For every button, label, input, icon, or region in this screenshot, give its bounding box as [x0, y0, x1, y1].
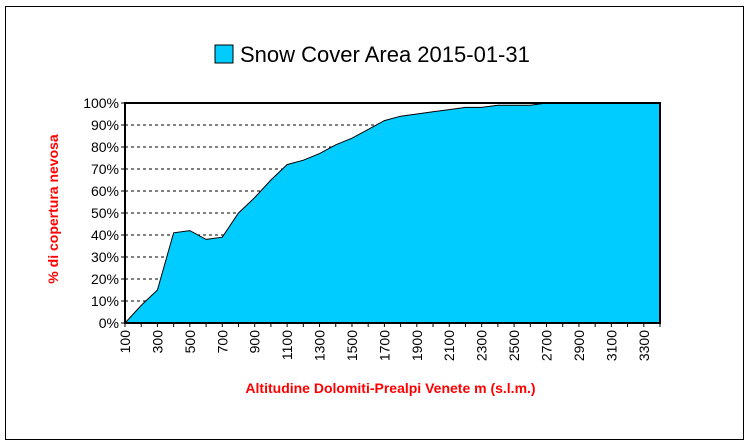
y-tick-label: 90% — [91, 117, 119, 133]
x-tick-label: 2900 — [571, 330, 587, 361]
y-tick-label: 10% — [91, 293, 119, 309]
legend: Snow Cover Area 2015-01-31 — [214, 42, 530, 67]
y-axis-title: % di copertura nevosa — [45, 134, 61, 284]
x-tick-label: 900 — [247, 330, 263, 354]
y-tick-label: 0% — [99, 315, 119, 331]
y-tick-label: 20% — [91, 271, 119, 287]
y-tick-label: 30% — [91, 249, 119, 265]
x-tick-label: 1700 — [376, 330, 392, 361]
y-tick-label: 50% — [91, 205, 119, 221]
legend-swatch — [214, 44, 234, 64]
x-axis-ticks: 100 300 500 700 900 1100 1300 1500 1700 1900 2100 2… — [117, 323, 661, 361]
x-tick-label: 1500 — [344, 330, 360, 361]
x-tick-label: 300 — [149, 330, 165, 354]
y-axis-ticks: 0% 10% 20% 30% 40% 50% 60% 70% 80% 90% 100% — [83, 95, 125, 331]
x-tick-label: 3300 — [636, 330, 652, 361]
x-tick-label: 700 — [214, 330, 230, 354]
legend-label: Snow Cover Area 2015-01-31 — [240, 42, 530, 67]
x-tick-label: 3100 — [603, 330, 619, 361]
x-tick-label: 2100 — [441, 330, 457, 361]
y-tick-label: 40% — [91, 227, 119, 243]
y-tick-label: 80% — [91, 139, 119, 155]
y-tick-label: 100% — [83, 95, 119, 111]
x-tick-label: 2300 — [474, 330, 490, 361]
x-tick-label: 2500 — [506, 330, 522, 361]
x-tick-label: 1300 — [312, 330, 328, 361]
x-axis-title: Altitudine Dolomiti-Prealpi Venete m (s.… — [245, 380, 535, 396]
x-tick-label: 500 — [182, 330, 198, 354]
y-tick-label: 70% — [91, 161, 119, 177]
x-tick-label: 1100 — [279, 330, 295, 360]
x-tick-label: 1900 — [409, 330, 425, 361]
y-tick-label: 60% — [91, 183, 119, 199]
x-tick-label: 100 — [117, 330, 133, 354]
x-tick-label: 2700 — [539, 330, 555, 361]
